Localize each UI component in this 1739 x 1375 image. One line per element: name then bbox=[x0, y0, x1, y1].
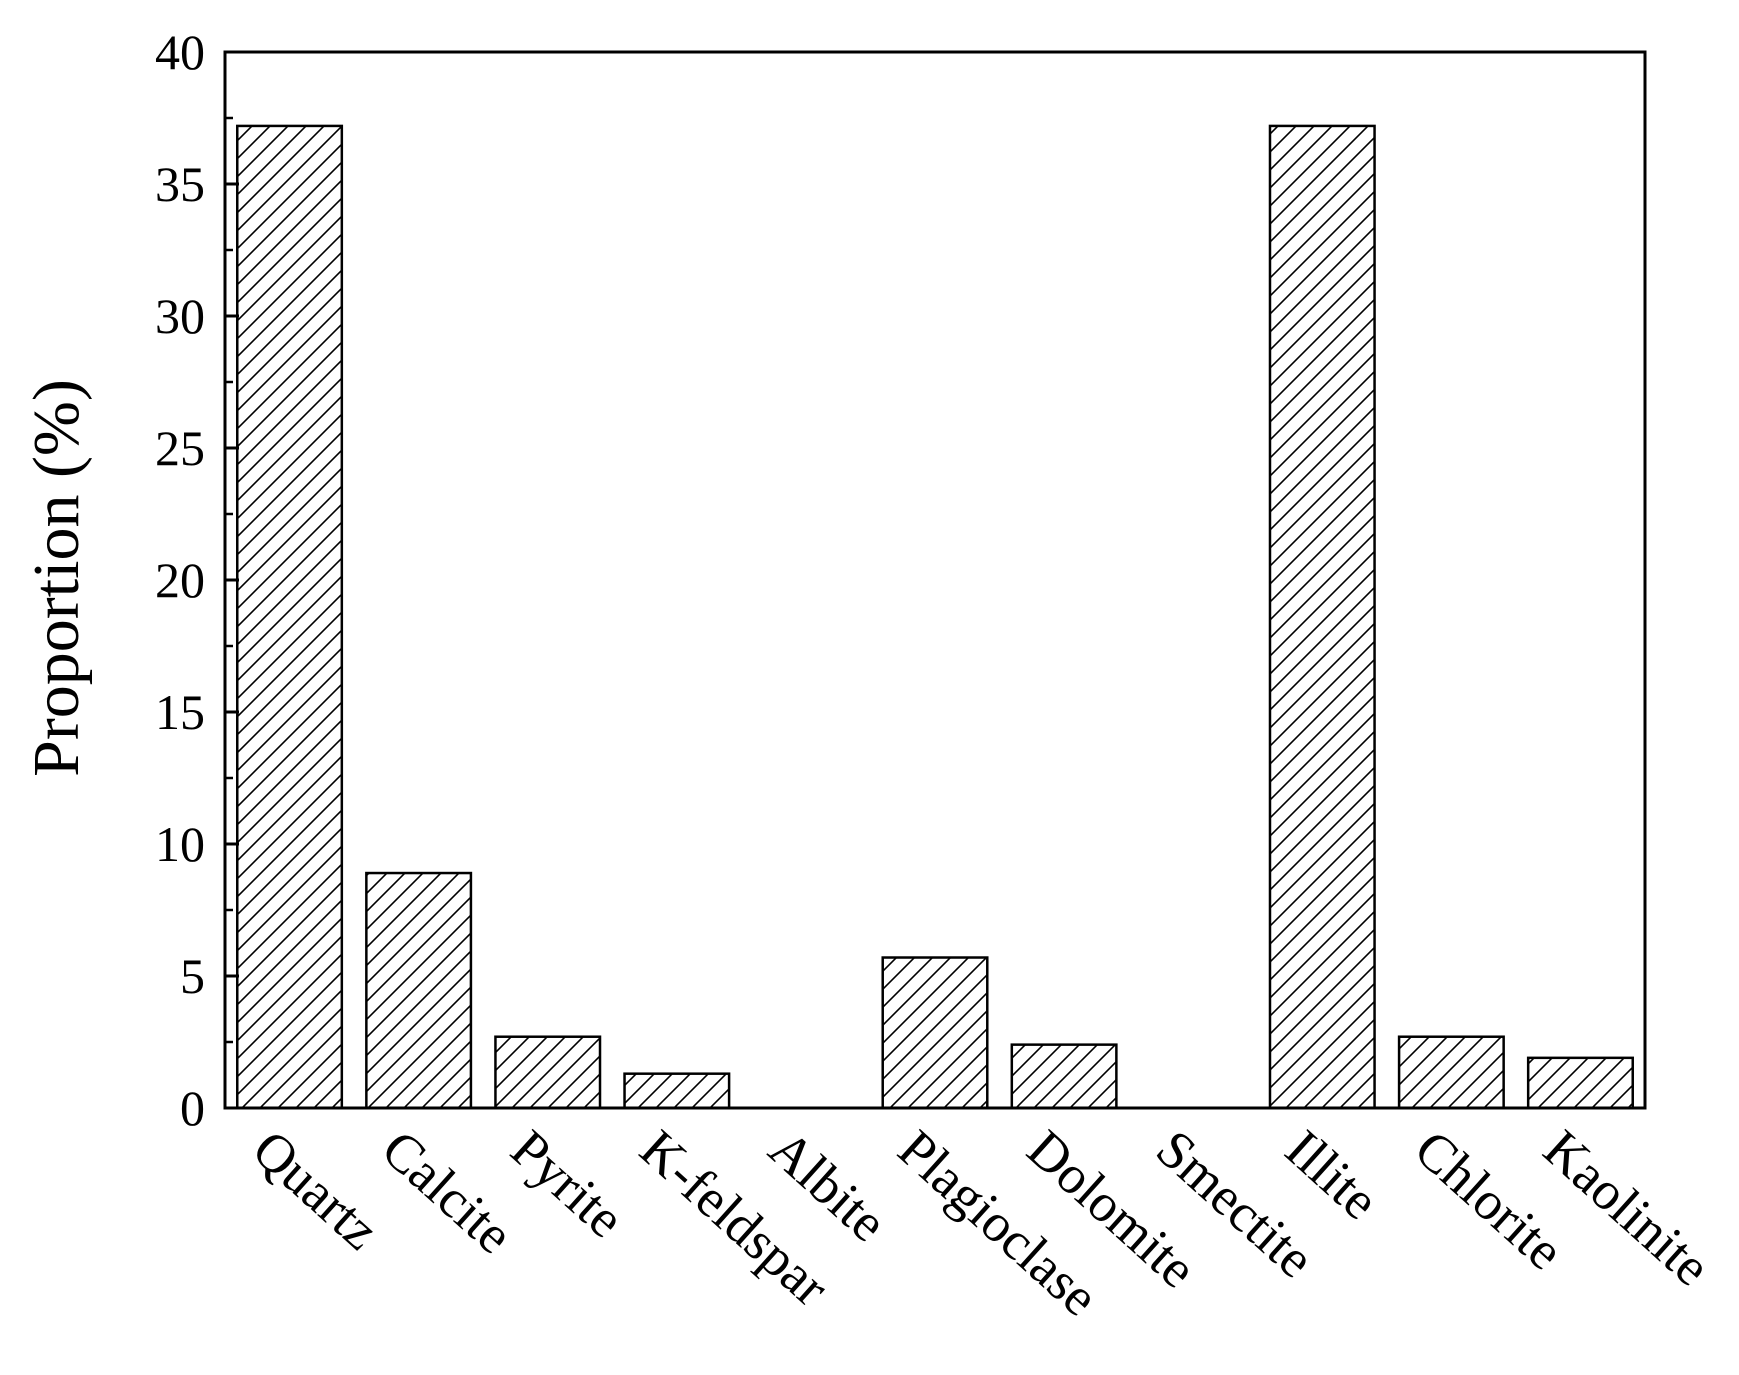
y-tick-label: 35 bbox=[155, 156, 205, 212]
bar-illite bbox=[1268, 124, 1376, 1110]
y-tick-label: 0 bbox=[180, 1080, 205, 1136]
bar-k-feldspar bbox=[623, 1072, 731, 1110]
y-tick-label: 10 bbox=[155, 816, 205, 872]
bar-plagioclase bbox=[881, 956, 989, 1110]
category-label-pyrite: Pyrite bbox=[500, 1118, 636, 1249]
bar-dolomite bbox=[1010, 1043, 1118, 1110]
bar-calcite bbox=[365, 871, 473, 1110]
category-label-calcite: Calcite bbox=[371, 1118, 525, 1265]
category-label-quartz: Quartz bbox=[242, 1118, 391, 1261]
y-tick-label: 30 bbox=[155, 288, 205, 344]
y-tick-label: 5 bbox=[180, 948, 205, 1004]
y-tick-label: 40 bbox=[155, 24, 205, 80]
y-tick-label: 25 bbox=[155, 420, 205, 476]
bar-chlorite bbox=[1397, 1035, 1505, 1110]
y-axis-title: Proportion (%) bbox=[20, 379, 93, 777]
x-axis-labels: QuartzCalcitePyriteK-feldsparAlbitePlagi… bbox=[242, 1118, 1722, 1327]
category-label-kaolinite: Kaolinite bbox=[1532, 1118, 1721, 1297]
y-tick-label: 20 bbox=[155, 552, 205, 608]
bar-quartz bbox=[236, 124, 344, 1110]
y-tick-label: 15 bbox=[155, 684, 205, 740]
bar-pyrite bbox=[494, 1035, 602, 1110]
y-axis-ticks: 0 5 10 15 20 25 30 35 40 bbox=[155, 24, 239, 1136]
plot-frame bbox=[223, 50, 1647, 1110]
bars bbox=[236, 124, 1634, 1110]
bar-kaolinite bbox=[1526, 1056, 1634, 1110]
